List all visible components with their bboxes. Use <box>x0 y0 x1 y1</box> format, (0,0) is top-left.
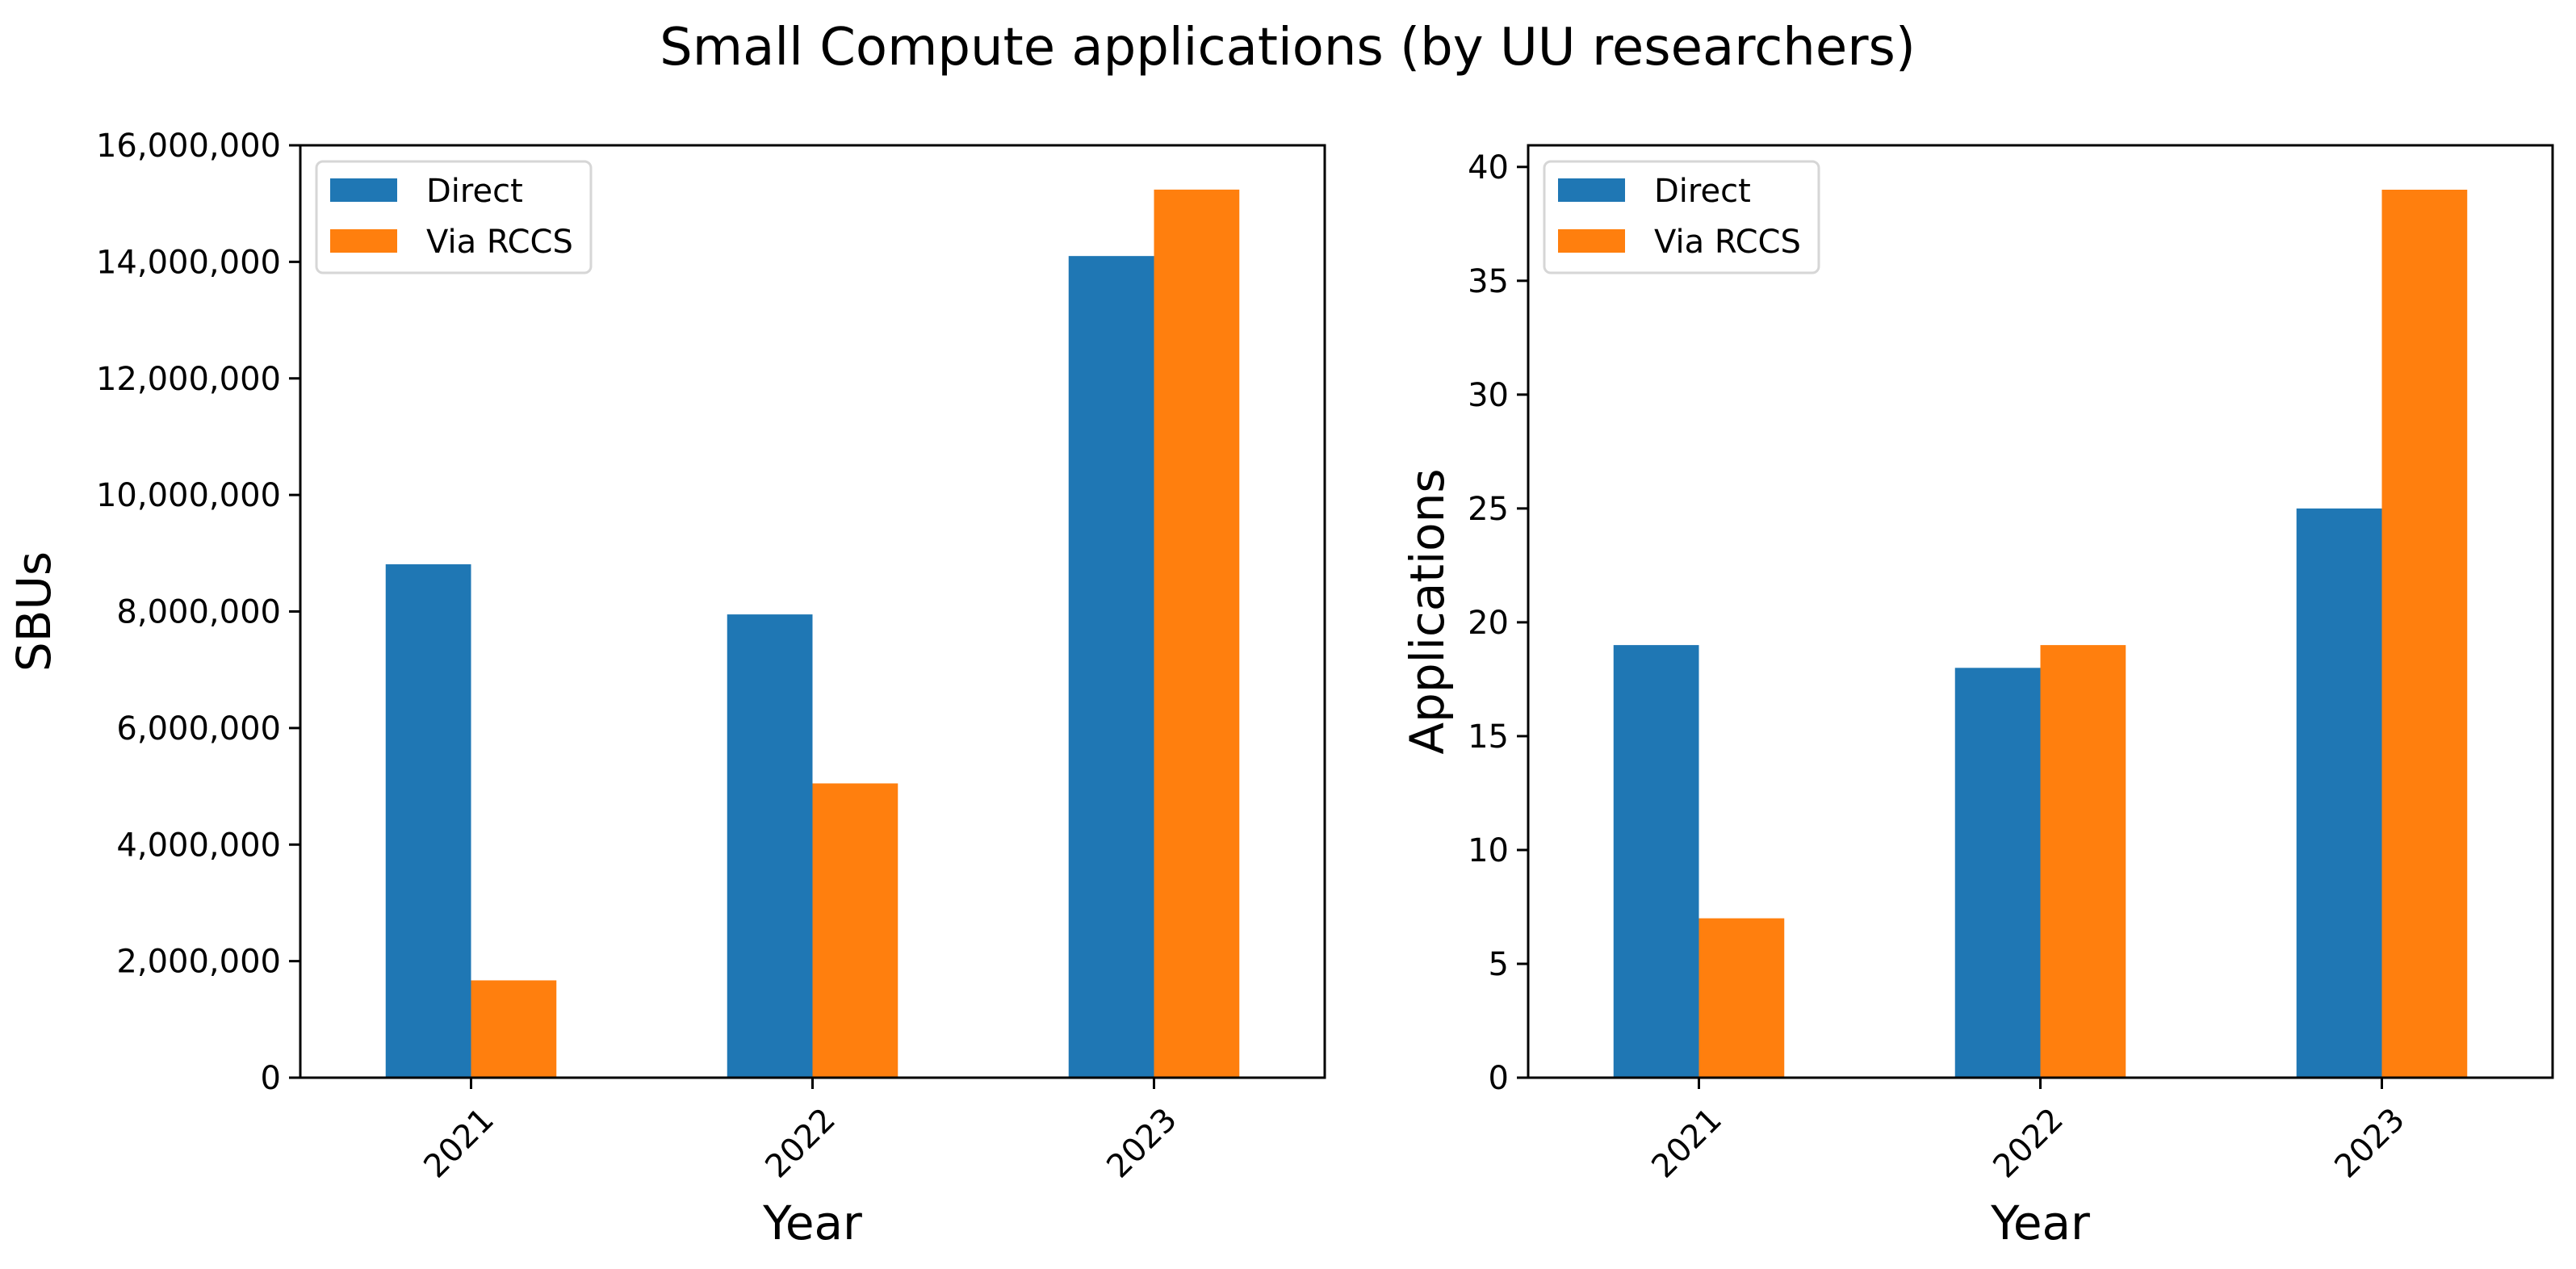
y-tick-label: 14,000,000 <box>96 244 281 281</box>
x-tick-label: 2022 <box>1986 1101 2071 1186</box>
bar-via-rccs-2023 <box>2381 190 2468 1078</box>
bar-via-rccs-2022 <box>2040 645 2126 1078</box>
bar-direct-2023 <box>2296 508 2382 1078</box>
legend: Direct Via RCCS <box>315 160 593 274</box>
x-tick-label: 2021 <box>417 1101 501 1186</box>
y-tick-label: 12,000,000 <box>96 361 281 398</box>
y-tick-label: 6,000,000 <box>116 710 281 748</box>
axes-frame <box>299 144 1326 1079</box>
applications-chart: 0 5 10 15 20 25 30 35 40 2021 2022 2023 Year Applicat… <box>1400 144 2554 1250</box>
legend: Direct Via RCCS <box>1543 160 1820 274</box>
legend-label: Direct <box>1654 173 1751 210</box>
bar-direct-2022 <box>1954 668 2041 1078</box>
y-tick-label: 30 <box>1468 377 1509 414</box>
legend-swatch-direct <box>330 178 397 202</box>
y-tick-label: 40 <box>1468 149 1509 186</box>
y-tick-label: 0 <box>261 1060 281 1097</box>
y-tick-label: 35 <box>1468 263 1509 300</box>
y-tick-label: 10,000,000 <box>96 477 281 514</box>
y-tick-label: 2,000,000 <box>116 944 281 981</box>
bar-via-rccs-2021 <box>1698 918 1785 1078</box>
y-tick-label: 5 <box>1489 946 1509 983</box>
legend-swatch-direct <box>1558 178 1625 202</box>
legend-swatch-via-rccs <box>330 229 397 253</box>
y-tick-label: 4,000,000 <box>116 827 281 864</box>
bar-direct-2023 <box>1068 256 1154 1078</box>
y-axis-label: SBUs <box>6 551 61 672</box>
bar-via-rccs-2023 <box>1154 189 1240 1078</box>
x-tick-label: 2023 <box>1100 1101 1184 1186</box>
x-tick-label: 2022 <box>758 1101 843 1186</box>
bar-via-rccs-2021 <box>471 980 557 1078</box>
legend-swatch-via-rccs <box>1558 229 1625 253</box>
axes-frame <box>1527 144 2554 1079</box>
y-tick-label: 25 <box>1468 491 1509 528</box>
sbus-chart: 0 2,000,000 4,000,000 6,000,000 8,000,000 10,… <box>6 128 1326 1250</box>
legend-label: Via RCCS <box>1654 224 1801 261</box>
x-axis-label: Year <box>762 1196 862 1250</box>
y-tick-label: 8,000,000 <box>116 594 281 631</box>
y-tick-label: 10 <box>1468 832 1509 869</box>
y-tick-label: 15 <box>1468 718 1509 756</box>
x-tick-label: 2021 <box>1644 1101 1729 1186</box>
figure-title: Small Compute applications (by UU resear… <box>660 18 1916 77</box>
y-tick-label: 16,000,000 <box>96 128 281 165</box>
y-tick-label: 20 <box>1468 605 1509 642</box>
x-axis-label: Year <box>1990 1196 2090 1250</box>
y-axis-label: Applications <box>1400 468 1455 754</box>
bar-via-rccs-2022 <box>812 783 898 1078</box>
bar-direct-2021 <box>385 564 471 1078</box>
x-tick-label: 2023 <box>2327 1101 2412 1186</box>
legend-label: Via RCCS <box>426 224 573 261</box>
bar-direct-2021 <box>1613 645 1699 1078</box>
bar-direct-2022 <box>727 614 813 1078</box>
y-tick-label: 0 <box>1489 1060 1509 1097</box>
legend-label: Direct <box>426 173 523 210</box>
